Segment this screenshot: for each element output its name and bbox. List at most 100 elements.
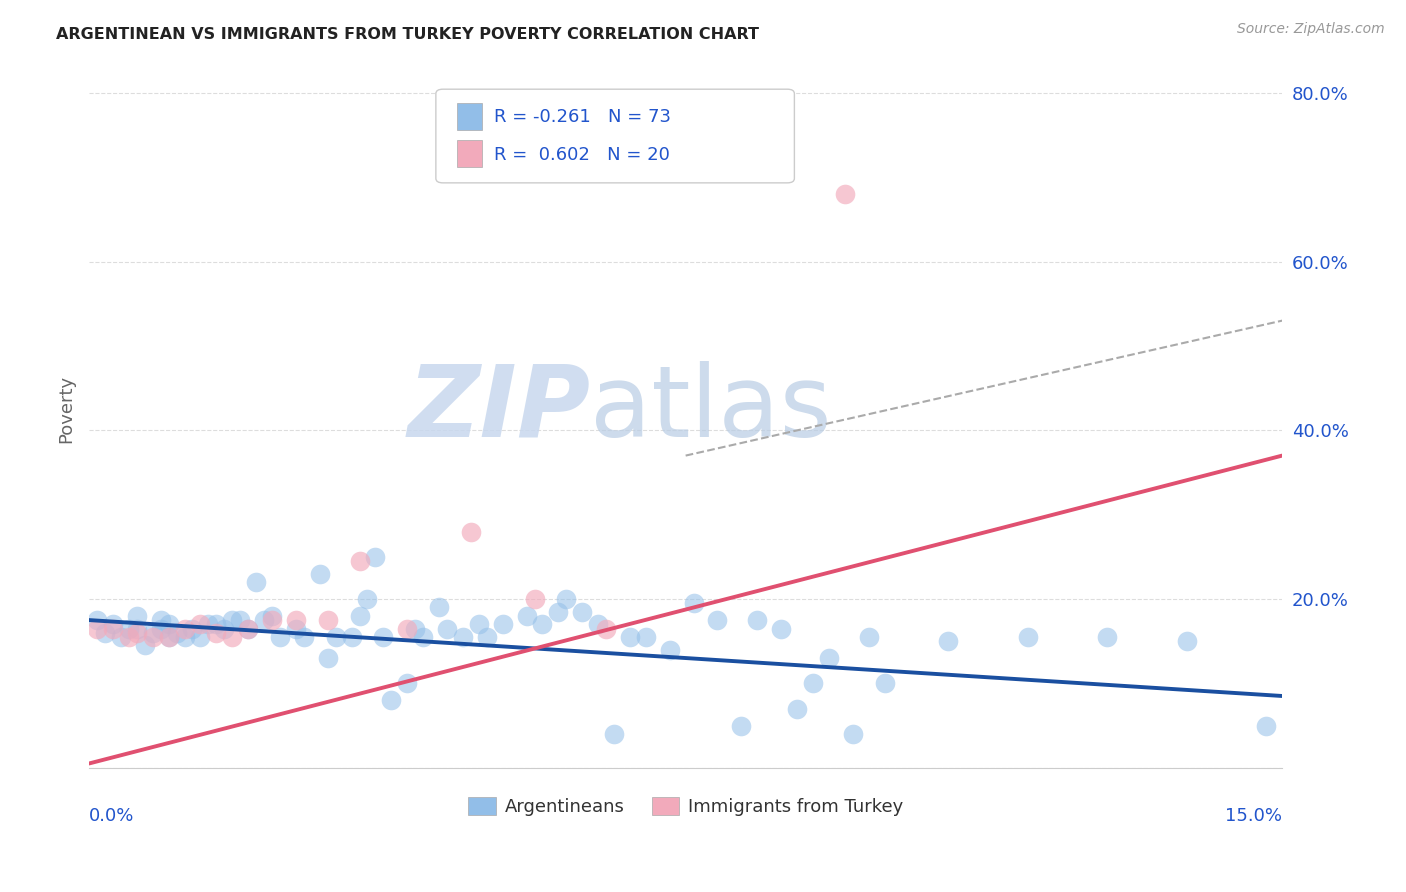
Point	[873, 676, 896, 690]
Point	[110, 630, 132, 644]
Point	[190, 630, 212, 644]
Point	[260, 613, 283, 627]
Point	[834, 187, 856, 202]
Point	[380, 693, 402, 707]
Point	[571, 605, 593, 619]
Point	[125, 625, 148, 640]
Point	[86, 622, 108, 636]
Point	[325, 630, 347, 644]
Text: Source: ZipAtlas.com: Source: ZipAtlas.com	[1237, 22, 1385, 37]
Point	[436, 622, 458, 636]
Point	[349, 608, 371, 623]
Point	[658, 642, 681, 657]
Point	[603, 727, 626, 741]
Point	[936, 634, 959, 648]
Point	[269, 630, 291, 644]
Point	[190, 617, 212, 632]
Point	[349, 554, 371, 568]
Point	[1017, 630, 1039, 644]
Point	[157, 630, 180, 644]
Point	[236, 622, 259, 636]
Point	[801, 676, 824, 690]
Point	[619, 630, 641, 644]
Point	[157, 630, 180, 644]
Point	[555, 592, 578, 607]
Point	[292, 630, 315, 644]
Point	[340, 630, 363, 644]
Point	[1097, 630, 1119, 644]
Point	[682, 596, 704, 610]
Point	[770, 622, 793, 636]
Point	[221, 613, 243, 627]
Point	[364, 549, 387, 564]
Point	[260, 608, 283, 623]
Point	[94, 625, 117, 640]
Point	[427, 600, 450, 615]
Text: ZIP: ZIP	[408, 360, 591, 458]
Point	[149, 613, 172, 627]
Text: R =  0.602   N = 20: R = 0.602 N = 20	[494, 145, 669, 163]
Point	[308, 566, 330, 581]
Point	[841, 727, 863, 741]
Point	[396, 622, 419, 636]
Point	[205, 625, 228, 640]
Point	[181, 622, 204, 636]
Point	[460, 524, 482, 539]
Point	[221, 630, 243, 644]
Point	[706, 613, 728, 627]
Point	[373, 630, 395, 644]
Point	[101, 617, 124, 632]
Point	[205, 617, 228, 632]
Point	[396, 676, 419, 690]
Point	[531, 617, 554, 632]
Text: atlas: atlas	[591, 360, 832, 458]
Point	[316, 613, 339, 627]
Point	[245, 575, 267, 590]
Point	[253, 613, 276, 627]
Point	[1175, 634, 1198, 648]
Text: 0.0%: 0.0%	[89, 807, 135, 825]
Point	[236, 622, 259, 636]
Point	[284, 622, 307, 636]
Point	[586, 617, 609, 632]
Point	[118, 630, 141, 644]
Point	[86, 613, 108, 627]
Point	[284, 613, 307, 627]
Text: R = -0.261   N = 73: R = -0.261 N = 73	[494, 109, 671, 127]
Point	[516, 608, 538, 623]
Point	[1256, 718, 1278, 732]
Point	[492, 617, 515, 632]
Point	[595, 622, 617, 636]
Point	[142, 630, 165, 644]
Y-axis label: Poverty: Poverty	[58, 376, 75, 443]
Point	[101, 622, 124, 636]
Text: ARGENTINEAN VS IMMIGRANTS FROM TURKEY POVERTY CORRELATION CHART: ARGENTINEAN VS IMMIGRANTS FROM TURKEY PO…	[56, 27, 759, 42]
Point	[316, 651, 339, 665]
Point	[149, 622, 172, 636]
Point	[356, 592, 378, 607]
Point	[475, 630, 498, 644]
Point	[173, 630, 195, 644]
Point	[142, 625, 165, 640]
Point	[134, 639, 156, 653]
Point	[214, 622, 236, 636]
Point	[412, 630, 434, 644]
Point	[468, 617, 491, 632]
Point	[166, 625, 188, 640]
Point	[157, 617, 180, 632]
Text: 15.0%: 15.0%	[1225, 807, 1282, 825]
Point	[173, 622, 195, 636]
Point	[197, 617, 219, 632]
Point	[547, 605, 569, 619]
Point	[730, 718, 752, 732]
Point	[786, 701, 808, 715]
Point	[125, 622, 148, 636]
Point	[451, 630, 474, 644]
Point	[125, 608, 148, 623]
Point	[118, 622, 141, 636]
Point	[404, 622, 426, 636]
Point	[817, 651, 839, 665]
Point	[858, 630, 880, 644]
Legend: Argentineans, Immigrants from Turkey: Argentineans, Immigrants from Turkey	[461, 789, 910, 823]
Point	[747, 613, 769, 627]
